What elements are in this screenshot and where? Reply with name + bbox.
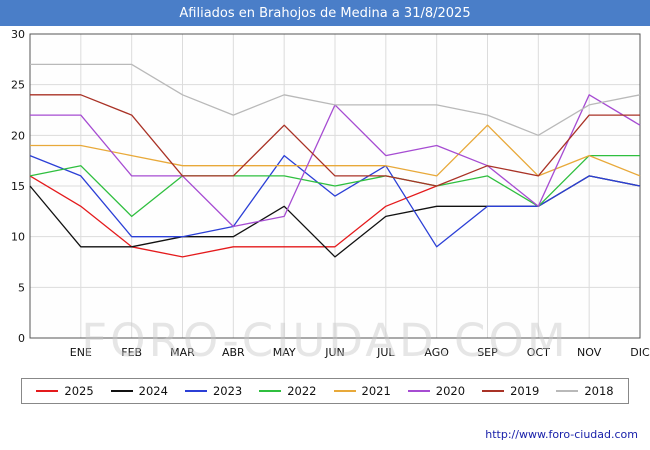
legend-color-dash — [333, 390, 356, 392]
y-tick-label: 25 — [11, 79, 25, 92]
x-tick-label: ENE — [70, 346, 92, 359]
footer: http://www.foro-ciudad.com — [485, 428, 638, 441]
legend-item-2022: 2022 — [259, 384, 317, 398]
line-chart: 0 5 10 15 20 25 30 ENE FEB MAR ABR MAY JUN JUL AGO SEP O… — [11, 28, 650, 359]
x-tick-label: FEB — [121, 346, 142, 359]
legend-color-dash — [184, 390, 207, 392]
legend-color-dash — [110, 390, 133, 392]
series-line-2025 — [29, 175, 437, 258]
x-tick-label: ABR — [222, 346, 245, 359]
chart-title-bar: Afiliados en Brahojos de Medina a 31/8/2… — [0, 0, 650, 26]
x-tick-label: OCT — [527, 346, 550, 359]
x-tick-label: AGO — [424, 346, 449, 359]
legend-item-2023: 2023 — [184, 384, 243, 398]
y-tick-label: 10 — [11, 231, 25, 244]
x-tick-label: JUL — [376, 346, 395, 359]
legend-item-2019: 2019 — [482, 384, 539, 398]
x-tick-label: SEP — [477, 346, 498, 359]
legend-label: 2023 — [212, 384, 243, 398]
chart-title: Afiliados en Brahojos de Medina a 31/8/2… — [179, 5, 471, 21]
legend-label: 2024 — [138, 384, 168, 398]
footer-link[interactable]: http://www.foro-ciudad.com — [485, 428, 638, 441]
chart-area: 0 5 10 15 20 25 30 ENE FEB MAR ABR MAY JUN JUL AGO SEP O… — [0, 26, 650, 367]
legend-label: 2018 — [584, 384, 614, 398]
legend-color-dash — [556, 390, 579, 392]
y-tick-label: 20 — [11, 129, 25, 142]
legend-item-2025: 2025 — [36, 384, 94, 398]
x-tick-label: MAY — [273, 346, 296, 359]
y-tick-label: 30 — [11, 28, 25, 41]
x-tick-label: JUN — [324, 346, 345, 359]
y-tick-label: 5 — [18, 281, 25, 294]
x-tick-label: NOV — [577, 346, 602, 359]
legend-label: 2025 — [64, 384, 94, 398]
x-tick-label: MAR — [170, 346, 195, 359]
legend-item-2021: 2021 — [333, 384, 391, 398]
legend-color-dash — [482, 390, 505, 392]
legend-color-dash — [36, 390, 59, 392]
y-tick-label: 0 — [18, 332, 25, 345]
legend-item-2024: 2024 — [110, 384, 168, 398]
x-tick-label: DIC — [630, 346, 650, 359]
y-tick-label: 15 — [11, 180, 25, 193]
legend-item-2018: 2018 — [556, 384, 614, 398]
series-line-2018 — [30, 63, 641, 136]
legend-item-2020: 2020 — [407, 384, 466, 398]
legend-color-dash — [259, 390, 282, 392]
legend: 2025 2024 2023 2022 2021 2020 2019 2018 — [21, 378, 629, 404]
legend-label: 2021 — [361, 384, 391, 398]
legend-color-dash — [407, 390, 430, 392]
legend-label: 2019 — [510, 384, 540, 398]
legend-label: 2022 — [287, 384, 317, 398]
series-line-2019 — [30, 94, 640, 187]
legend-label: 2020 — [435, 384, 466, 398]
